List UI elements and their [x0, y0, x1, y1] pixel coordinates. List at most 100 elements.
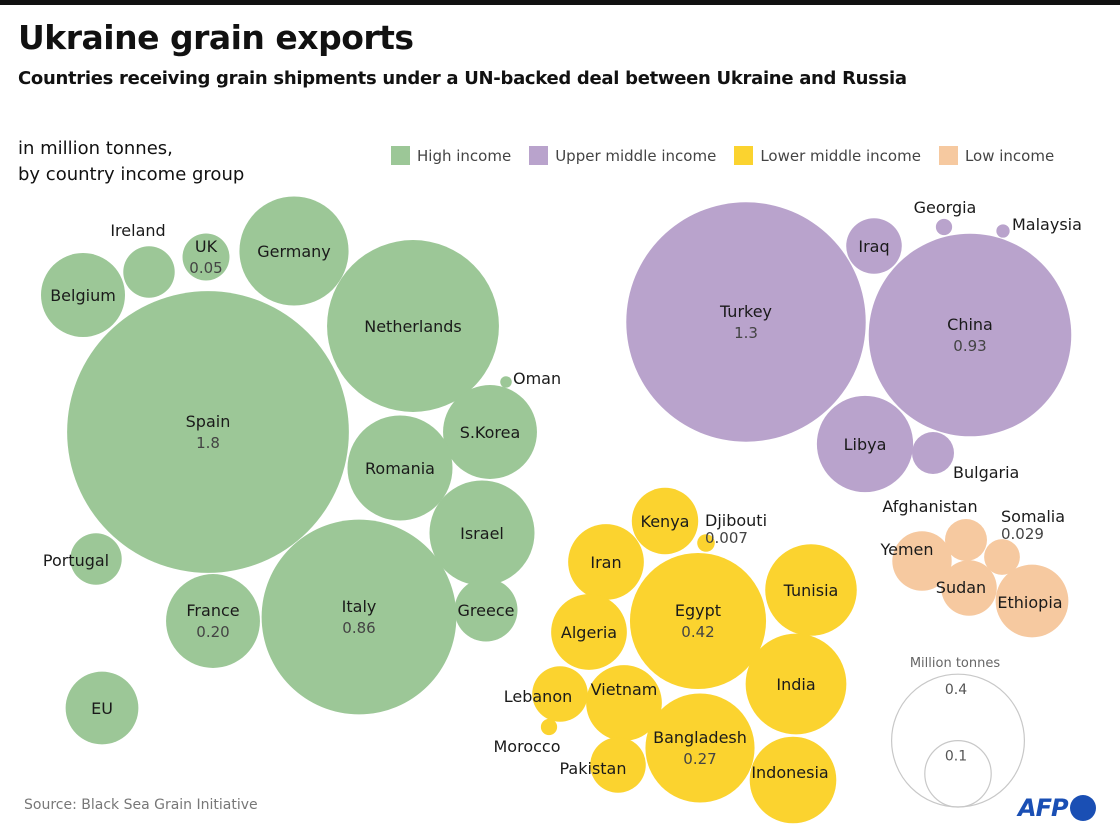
- bubble-djibouti: [697, 534, 715, 552]
- legend-swatch: [734, 146, 754, 165]
- legend-item-lower-middle-income: Lower middle income: [734, 146, 921, 165]
- bubble-belgium: [41, 253, 125, 337]
- bubble-label-libya: Libya: [844, 435, 887, 454]
- bubble-label-morocco: Morocco: [494, 737, 561, 756]
- bubble-pakistan: [590, 737, 646, 793]
- bubble-value-somalia: 0.029: [1001, 525, 1044, 543]
- legend-item-low-income: Low income: [938, 146, 1055, 165]
- bubble-algeria: [551, 594, 627, 670]
- legend-swatch: [391, 146, 410, 165]
- bubble-value-uk: 0.05: [189, 259, 222, 277]
- bubble-label-france: France: [186, 601, 239, 620]
- bubble-iran: [568, 524, 644, 600]
- bubble-label-eu: EU: [91, 699, 113, 718]
- bubble-italy: [261, 519, 457, 715]
- bubble-label-yemen: Yemen: [879, 540, 933, 559]
- bubble-label-ethiopia: Ethiopia: [997, 593, 1062, 612]
- legend-label: High income: [417, 146, 512, 165]
- bubble-somalia: [984, 539, 1020, 575]
- afp-logo-dot: [1069, 795, 1096, 821]
- bubble-label-iran: Iran: [590, 553, 621, 572]
- bubble-india: [745, 633, 847, 735]
- bubble-label-germany: Germany: [257, 242, 331, 261]
- bubble-sudan: [941, 560, 997, 616]
- bubble-label-greece: Greece: [458, 601, 515, 620]
- bubble-bulgaria: [912, 432, 954, 474]
- bubble-label-s-korea: S.Korea: [460, 423, 521, 442]
- bubble-value-china: 0.93: [953, 337, 986, 355]
- bubble-greece: [454, 578, 518, 642]
- bubble-tunisia: [765, 544, 857, 636]
- bubble-egypt: [629, 552, 767, 690]
- bubble-label-china: China: [947, 315, 993, 334]
- bubble-iraq: [846, 218, 902, 274]
- bubble-spain: [67, 291, 349, 573]
- bubble-value-bangladesh: 0.27: [683, 750, 716, 768]
- top-rule: [0, 0, 1120, 5]
- bubble-germany: [239, 196, 349, 306]
- bubble-label-italy: Italy: [342, 597, 377, 616]
- bubble-vietnam: [586, 665, 662, 741]
- bubble-label-vietnam: Vietnam: [591, 680, 658, 699]
- bubble-label-somalia: Somalia: [1001, 507, 1065, 526]
- bubble-china: [868, 233, 1072, 437]
- size-legend-title: Million tonnes: [910, 656, 1001, 671]
- chart-subtitle: Countries receiving grain shipments unde…: [18, 68, 907, 89]
- bubble-label-india: India: [776, 675, 815, 694]
- legend-item-upper-middle-income: Upper middle income: [529, 146, 716, 165]
- bubble-uk: [182, 233, 230, 281]
- bubble-value-djibouti: 0.007: [705, 529, 748, 547]
- legend-swatch: [529, 146, 549, 165]
- bubble-label-oman: Oman: [513, 369, 561, 388]
- bubble-label-indonesia: Indonesia: [751, 763, 828, 782]
- bubble-label-portugal: Portugal: [43, 551, 109, 570]
- bubble-value-egypt: 0.42: [681, 623, 714, 641]
- legend: High income Upper middle income Lower mi…: [391, 146, 1072, 165]
- bubble-label-iraq: Iraq: [858, 237, 889, 256]
- source-note: Source: Black Sea Grain Initiative: [24, 797, 258, 813]
- chart-title: Ukraine grain exports: [18, 18, 414, 57]
- bubble-ireland: [123, 246, 175, 298]
- bubble-label-bangladesh: Bangladesh: [653, 728, 747, 747]
- bubble-label-sudan: Sudan: [936, 578, 986, 597]
- legend-swatch: [938, 146, 958, 165]
- bubble-label-uk: UK: [195, 237, 218, 256]
- size-legend: Million tonnes 0.4 0.1: [890, 656, 1026, 808]
- bubble-label-bulgaria: Bulgaria: [953, 463, 1019, 482]
- legend-label: Upper middle income: [555, 146, 717, 165]
- bubble-label-belgium: Belgium: [50, 286, 116, 305]
- bubble-kenya: [631, 487, 699, 555]
- bubble-romania: [347, 415, 453, 521]
- unit-line-2: by country income group: [18, 164, 245, 185]
- bubble-israel: [429, 480, 535, 586]
- bubble-label-tunisia: Tunisia: [783, 581, 839, 600]
- bubble-label-egypt: Egypt: [675, 601, 721, 620]
- bubble-value-france: 0.20: [196, 623, 229, 641]
- legend-label: Lower middle income: [760, 146, 921, 165]
- bubble-libya: [816, 395, 914, 493]
- bubble-value-italy: 0.86: [342, 619, 375, 637]
- legend-label: Low income: [964, 146, 1055, 165]
- bubble-label-georgia: Georgia: [914, 198, 977, 217]
- bubble-malaysia: [996, 224, 1010, 238]
- bubble-value-spain: 1.8: [196, 434, 220, 452]
- size-legend-value: 0.1: [945, 749, 967, 765]
- bubble-morocco: [540, 718, 558, 736]
- bubble-bangladesh: [645, 693, 755, 803]
- bubble-value-turkey: 1.3: [734, 324, 758, 342]
- bubble-turkey: [626, 202, 866, 442]
- bubble-indonesia: [749, 736, 837, 824]
- bubble-ethiopia: [995, 564, 1069, 638]
- bubble-france: [166, 574, 260, 668]
- bubble-label-turkey: Turkey: [719, 302, 772, 321]
- legend-item-high-income: High income: [391, 146, 511, 165]
- bubble-label-romania: Romania: [365, 459, 435, 478]
- size-legend-value: 0.4: [945, 682, 967, 698]
- bubble-yemen: [892, 531, 952, 591]
- bubble-s-korea: [443, 385, 537, 479]
- bubble-label-lebanon: Lebanon: [504, 687, 573, 706]
- unit-line-1: in million tonnes,: [18, 138, 173, 159]
- bubble-label-kenya: Kenya: [641, 512, 690, 531]
- bubble-label-israel: Israel: [460, 524, 504, 543]
- afp-logo: AFP: [1018, 794, 1096, 822]
